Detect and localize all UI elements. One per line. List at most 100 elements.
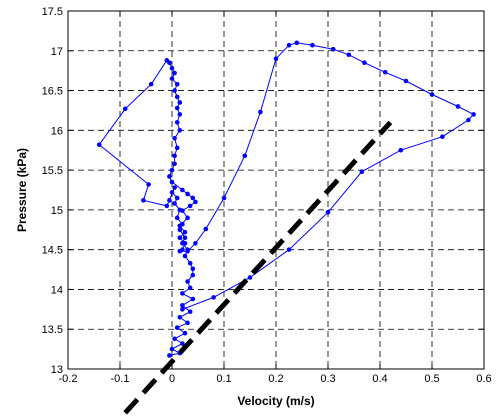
y-axis-label: Pressure (kPa)	[15, 148, 29, 232]
data-point	[187, 309, 193, 315]
data-point	[185, 191, 190, 197]
data-point	[294, 40, 300, 46]
tick-labels: -0.2 -0.1 0 0.1 0.2 0.3 0.4 0.5 0.6 13 13.5 14 14.5 1…	[42, 6, 492, 385]
x-tick-label: 0.6	[476, 373, 491, 385]
data-point	[193, 199, 198, 205]
data-point	[177, 314, 183, 320]
data-point	[167, 353, 172, 358]
x-tick-label: 0.4	[372, 373, 387, 385]
x-axis-label: Velocity (m/s)	[237, 394, 314, 408]
data-point	[187, 285, 193, 291]
data-point	[174, 94, 180, 100]
data-point	[177, 227, 183, 233]
data-point	[141, 198, 146, 203]
data-point	[172, 70, 177, 76]
data-point	[174, 81, 180, 87]
data-point	[146, 182, 151, 187]
data-point	[359, 169, 365, 175]
y-tick-label: 15	[51, 205, 63, 217]
data-point	[242, 153, 248, 159]
data-point	[180, 187, 185, 193]
data-point	[169, 65, 175, 71]
data-point	[203, 226, 209, 232]
data-point	[177, 128, 183, 133]
y-tick-label: 16.5	[42, 86, 63, 98]
data-point	[330, 46, 336, 52]
data-point	[174, 325, 180, 330]
data-point	[164, 203, 170, 209]
data-point	[362, 60, 367, 66]
x-tick-label: 0.2	[268, 373, 283, 385]
y-tick-label: 14	[51, 284, 63, 296]
data-point	[346, 52, 352, 58]
data-point	[180, 208, 185, 213]
data-point	[177, 235, 183, 241]
data-point	[403, 78, 409, 84]
data-point	[190, 272, 196, 278]
data-point	[273, 56, 279, 62]
overlay-dashed-line	[123, 120, 393, 415]
data-point	[286, 247, 292, 252]
data-point	[182, 253, 188, 259]
data-point	[172, 153, 177, 159]
x-tick-label: 0	[169, 373, 175, 385]
y-tick-label: 17.5	[42, 6, 63, 18]
data-point	[177, 112, 183, 117]
data-point	[190, 266, 196, 272]
data-point	[169, 346, 175, 352]
x-tick-label: 0.3	[320, 373, 335, 385]
data-point	[190, 195, 196, 201]
data-point	[180, 307, 185, 312]
data-point	[182, 241, 188, 246]
data-point	[169, 76, 175, 81]
x-tick-label: -0.2	[59, 373, 78, 385]
data-point	[455, 104, 461, 109]
data-point	[398, 147, 404, 153]
data-point	[177, 248, 183, 254]
data-point	[174, 215, 180, 221]
data-point	[429, 92, 435, 97]
data-point	[172, 336, 177, 342]
data-point	[148, 81, 154, 87]
y-tick-label: 15.5	[42, 165, 63, 177]
data-point	[169, 190, 175, 195]
data-point	[190, 296, 196, 302]
y-tick-label: 16	[51, 125, 63, 137]
data-point	[185, 320, 190, 326]
data-point	[185, 279, 190, 284]
data-point	[185, 248, 190, 254]
data-point	[177, 100, 183, 105]
data-point	[180, 303, 185, 308]
data-point	[286, 42, 292, 48]
y-tick-label: 14.5	[42, 245, 63, 257]
data-point	[96, 142, 102, 147]
overlay-layer	[123, 120, 393, 415]
data-point	[187, 203, 193, 209]
data-point	[187, 260, 193, 266]
data-point	[174, 120, 180, 125]
y-tick-label: 13.5	[42, 324, 63, 336]
data-point	[310, 42, 315, 48]
data-point	[172, 185, 177, 190]
data-point	[440, 134, 445, 139]
data-point	[169, 179, 175, 185]
data-point	[466, 117, 471, 123]
data-point	[167, 60, 172, 66]
plot-background	[68, 11, 484, 369]
data-point	[182, 229, 188, 235]
data-point	[247, 275, 253, 280]
data-point	[172, 88, 177, 93]
y-tick-label: 13	[51, 364, 63, 376]
data-point	[169, 167, 175, 173]
data-point	[211, 295, 216, 300]
data-point	[174, 145, 180, 151]
data-point	[180, 341, 185, 346]
data-point	[193, 241, 198, 246]
plot-frame	[67, 10, 485, 370]
data-point	[172, 135, 177, 141]
data-point	[172, 161, 177, 167]
data-point	[185, 215, 190, 221]
data-point	[221, 195, 227, 201]
data-point	[122, 106, 128, 112]
